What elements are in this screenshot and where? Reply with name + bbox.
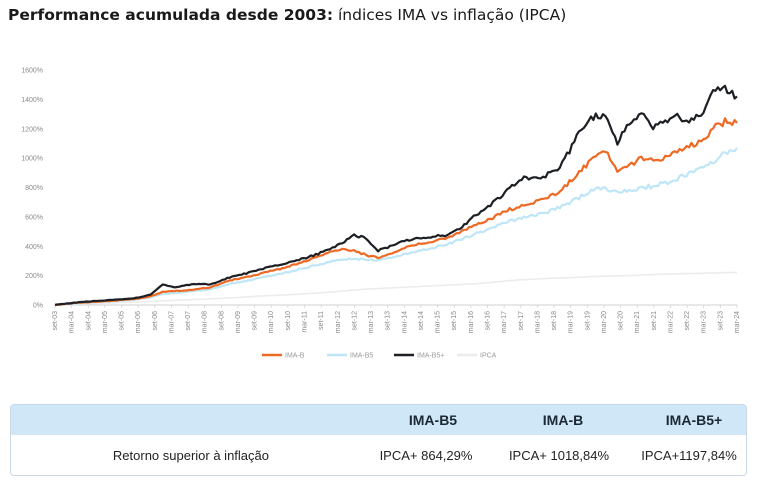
table-row: Retorno superior à inflação IPCA+ 864,29… xyxy=(11,435,746,475)
chart-title-rest: índices IMA vs inflação (IPCA) xyxy=(333,6,567,24)
table-header-ima-b5plus: IMA-B5+ xyxy=(665,412,723,428)
x-tick-label: mar-09 xyxy=(235,311,242,333)
x-tick-label: set-12 xyxy=(351,311,358,331)
x-tick-label: mar-08 xyxy=(202,311,209,333)
legend-label: IMA-B5+ xyxy=(417,353,444,360)
x-tick-label: mar-22 xyxy=(667,311,674,333)
legend-label: IMA-B xyxy=(285,353,305,360)
x-tick-label: mar-15 xyxy=(435,311,442,333)
y-tick-label: 600% xyxy=(25,214,43,221)
x-tick-label: mar-23 xyxy=(701,311,708,333)
x-tick-label: set-06 xyxy=(152,311,159,331)
x-tick-label: mar-10 xyxy=(268,311,275,333)
x-tick-label: mar-17 xyxy=(501,311,508,333)
x-tick-label: mar-13 xyxy=(368,311,375,333)
x-tick-label: set-20 xyxy=(618,311,625,331)
x-tick-label: mar-05 xyxy=(102,311,109,333)
line-chart: 0% 200% 400% 600% 800% 1000% 1200% 1400% 1600% se… xyxy=(21,68,741,360)
y-tick-label: 1200% xyxy=(21,126,43,133)
x-tick-label: mar-06 xyxy=(135,311,142,333)
series-line-ipca xyxy=(54,271,738,306)
table-cell-ima-b: IPCA+ 1018,84% xyxy=(508,448,610,463)
y-tick-label: 1000% xyxy=(21,156,43,163)
table-row-label: Retorno superior à inflação xyxy=(112,448,269,463)
y-tick-label: 400% xyxy=(25,244,43,251)
series-line-ima-b5 xyxy=(54,147,738,307)
x-tick-label: set-11 xyxy=(318,311,325,330)
y-tick-label: 800% xyxy=(25,185,43,192)
chart-title-bold: Performance acumulada desde 2003: xyxy=(8,6,334,24)
table-cell-ima-b5: IPCA+ 864,29% xyxy=(379,448,473,463)
x-tick-label: mar-11 xyxy=(302,311,309,333)
x-tick-label: mar-19 xyxy=(568,311,575,333)
x-tick-label: set-10 xyxy=(285,311,292,331)
x-tick-label: set-04 xyxy=(85,311,92,331)
x-tick-label: mar-12 xyxy=(335,311,342,333)
x-tick-label: set-05 xyxy=(119,311,126,331)
legend-label: IPCA xyxy=(480,353,497,360)
table-header-ima-b5: IMA-B5 xyxy=(408,412,458,428)
x-tick-label: set-03 xyxy=(52,311,59,331)
y-tick-label: 1600% xyxy=(21,68,43,75)
series-line-ima-b5-plus xyxy=(54,84,738,306)
x-tick-label: mar-04 xyxy=(69,311,76,333)
x-tick-label: set-16 xyxy=(484,311,491,331)
x-tick-label: set-15 xyxy=(451,311,458,331)
x-tick-label: set-13 xyxy=(385,311,392,331)
x-tick-label: set-17 xyxy=(518,311,525,331)
x-tick-label: mar-21 xyxy=(634,311,641,333)
x-tick-label: mar-18 xyxy=(534,311,541,333)
table-header-row: IMA-B5 IMA-B IMA-B5+ xyxy=(11,405,746,435)
x-tick-label: mar-14 xyxy=(401,311,408,333)
x-tick-label: mar-20 xyxy=(601,311,608,333)
legend-label: IMA-B5 xyxy=(350,353,373,360)
x-tick-label: mar-24 xyxy=(734,311,741,333)
x-tick-label: mar-16 xyxy=(468,311,475,333)
y-tick-label: 0% xyxy=(33,303,43,310)
x-tick-label: set-22 xyxy=(684,311,691,331)
chart-title: Performance acumulada desde 2003: índice… xyxy=(8,6,566,24)
performance-table: IMA-B5 IMA-B IMA-B5+ Retorno superior à … xyxy=(10,404,747,476)
x-tick-label: set-18 xyxy=(551,311,558,331)
x-tick-label: set-21 xyxy=(651,311,658,331)
x-tick-label: set-07 xyxy=(185,311,192,331)
series-line-ima-b xyxy=(54,117,738,307)
x-tick-label: set-23 xyxy=(717,311,724,331)
table-header-ima-b: IMA-B xyxy=(542,412,584,428)
x-tick-label: set-09 xyxy=(252,311,259,331)
x-tick-label: mar-07 xyxy=(168,311,175,333)
y-tick-label: 1400% xyxy=(21,97,43,104)
x-tick-label: set-19 xyxy=(584,311,591,331)
y-tick-label: 200% xyxy=(25,273,43,280)
x-tick-label: set-14 xyxy=(418,311,425,331)
table-cell-ima-b5plus: IPCA+1197,84% xyxy=(641,448,737,463)
x-tick-label: set-08 xyxy=(218,311,225,331)
